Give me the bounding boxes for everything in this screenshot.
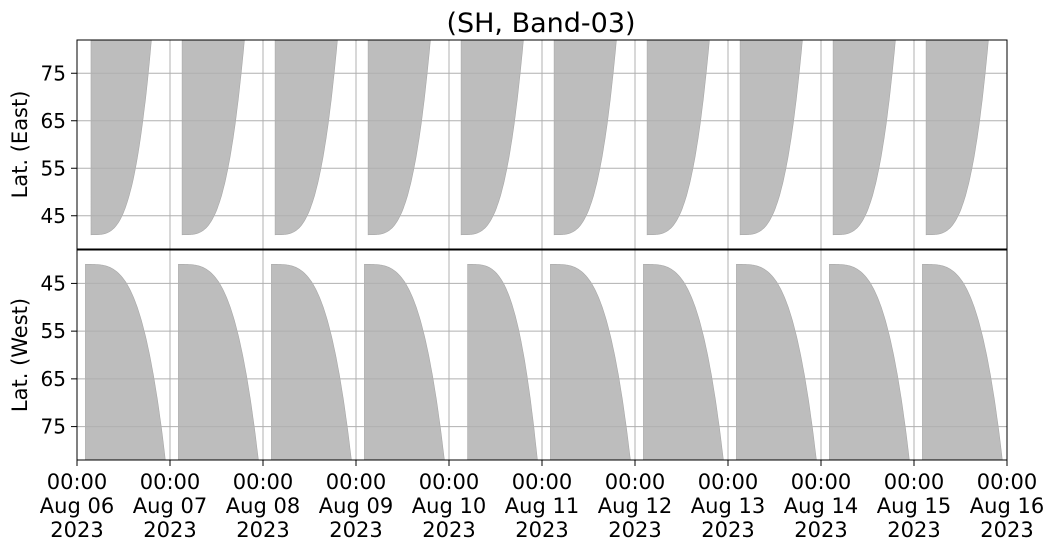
xtick-label-line-4-2: 2023 — [422, 518, 475, 542]
xtick-label-line-1-0: 00:00 — [140, 470, 201, 494]
ytick-label-east-45: 45 — [41, 204, 66, 228]
xtick-label-line-6-0: 00:00 — [605, 470, 666, 494]
panel-west: 75 65 55 45 Lat. (West) — [8, 249, 1008, 461]
xtick-label-line-4-1: Aug 10 — [412, 494, 486, 518]
xtick-label-line-2-2: 2023 — [236, 518, 289, 542]
coverage-area-west-6 — [550, 263, 631, 460]
xtick-label-line-9-0: 00:00 — [884, 470, 945, 494]
xtick-label-line-3-1: Aug 09 — [319, 494, 393, 518]
coverage-area-east-3 — [274, 40, 338, 236]
ytick-label-west-45: 45 — [41, 271, 66, 295]
coverage-area-east-4 — [367, 40, 431, 236]
coverage-area-east-9 — [832, 40, 896, 236]
xtick-label-9: 00:00 Aug 15 2023 — [877, 470, 951, 542]
coverage-area-east-5 — [460, 40, 524, 236]
xtick-label-line-7-2: 2023 — [701, 518, 754, 542]
coverage-area-east-7 — [646, 40, 710, 236]
coverage-area-west-8 — [736, 263, 817, 460]
coverage-area-west-10 — [922, 263, 1003, 460]
xtick-label-line-6-1: Aug 12 — [598, 494, 672, 518]
xtick-label-line-10-0: 00:00 — [977, 470, 1038, 494]
xtick-label-2: 00:00 Aug 08 2023 — [226, 470, 300, 542]
xtick-label-line-2-0: 00:00 — [233, 470, 294, 494]
xtick-label-line-4-0: 00:00 — [419, 470, 480, 494]
xtick-label-line-0-1: Aug 06 — [40, 494, 114, 518]
ytick-label-west-75: 75 — [41, 415, 66, 439]
ytick-label-west-65: 65 — [41, 367, 66, 391]
xtick-label-line-8-0: 00:00 — [791, 470, 852, 494]
coverage-area-east-8 — [739, 40, 803, 236]
coverage-area-west-3 — [271, 263, 352, 460]
xtick-label-line-7-0: 00:00 — [698, 470, 759, 494]
xtick-label-7: 00:00 Aug 13 2023 — [691, 470, 765, 542]
xtick-label-4: 00:00 Aug 10 2023 — [412, 470, 486, 542]
xtick-label-line-3-2: 2023 — [329, 518, 382, 542]
xtick-label-line-9-2: 2023 — [887, 518, 940, 542]
xtick-label-line-8-1: Aug 14 — [784, 494, 858, 518]
coverage-area-east-10 — [925, 40, 989, 236]
ytick-label-east-55: 55 — [41, 156, 66, 180]
coverage-area-west-2 — [178, 263, 259, 460]
xtick-label-line-1-1: Aug 07 — [133, 494, 207, 518]
xtick-label-0: 00:00 Aug 06 2023 — [40, 470, 114, 542]
xtick-label-6: 00:00 Aug 12 2023 — [598, 470, 672, 542]
panel-frame-east — [76, 39, 1008, 250]
coverage-area-east-6 — [553, 40, 617, 236]
y-axis-label-west: Lat. (West) — [8, 298, 32, 412]
xtick-label-3: 00:00 Aug 09 2023 — [319, 470, 393, 542]
ytick-label-west-55: 55 — [41, 319, 66, 343]
xtick-label-line-6-2: 2023 — [608, 518, 661, 542]
xtick-label-1: 00:00 Aug 07 2023 — [133, 470, 207, 542]
coverage-area-west-4 — [364, 263, 445, 460]
coverage-area-west-7 — [643, 263, 724, 460]
xtick-label-line-8-2: 2023 — [794, 518, 847, 542]
xtick-label-line-0-0: 00:00 — [47, 470, 108, 494]
xtick-label-line-3-0: 00:00 — [326, 470, 387, 494]
ytick-label-east-75: 75 — [41, 61, 66, 85]
xtick-label-line-1-2: 2023 — [143, 518, 196, 542]
xtick-label-line-2-1: Aug 08 — [226, 494, 300, 518]
xtick-label-line-0-2: 2023 — [50, 518, 103, 542]
xtick-label-line-5-0: 00:00 — [512, 470, 573, 494]
xtick-label-line-7-1: Aug 13 — [691, 494, 765, 518]
coverage-area-east-1 — [90, 40, 152, 236]
chart-title: (SH, Band-03) — [446, 8, 635, 39]
y-axis-label-east: Lat. (East) — [8, 91, 32, 199]
xtick-label-line-9-1: Aug 15 — [877, 494, 951, 518]
xtick-label-10: 00:00 Aug 16 2023 — [970, 470, 1044, 542]
coverage-area-west-1 — [85, 263, 166, 460]
ytick-label-east-65: 65 — [41, 109, 66, 133]
xtick-label-line-5-1: Aug 11 — [505, 494, 579, 518]
panel-east: 45 55 65 75 Lat. (East) — [8, 39, 1008, 250]
xtick-label-line-10-1: Aug 16 — [970, 494, 1044, 518]
coverage-area-west-5 — [467, 263, 538, 460]
xtick-label-8: 00:00 Aug 14 2023 — [784, 470, 858, 542]
xtick-label-5: 00:00 Aug 11 2023 — [505, 470, 579, 542]
xtick-label-line-10-2: 2023 — [980, 518, 1033, 542]
coverage-area-west-9 — [829, 263, 910, 460]
coverage-area-east-2 — [181, 40, 245, 236]
xtick-label-line-5-2: 2023 — [515, 518, 568, 542]
